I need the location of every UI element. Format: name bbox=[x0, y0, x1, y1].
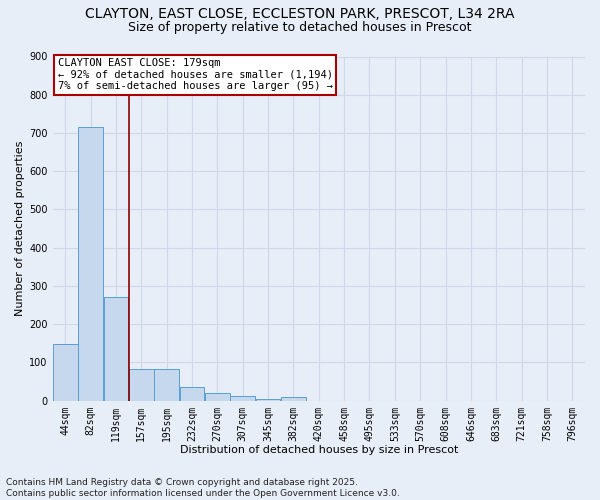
Bar bbox=[205, 393, 230, 400]
Bar bbox=[281, 398, 306, 400]
Bar bbox=[53, 344, 77, 401]
Text: Contains HM Land Registry data © Crown copyright and database right 2025.
Contai: Contains HM Land Registry data © Crown c… bbox=[6, 478, 400, 498]
Text: CLAYTON, EAST CLOSE, ECCLESTON PARK, PRESCOT, L34 2RA: CLAYTON, EAST CLOSE, ECCLESTON PARK, PRE… bbox=[85, 8, 515, 22]
Y-axis label: Number of detached properties: Number of detached properties bbox=[15, 141, 25, 316]
Bar bbox=[179, 386, 204, 400]
X-axis label: Distribution of detached houses by size in Prescot: Distribution of detached houses by size … bbox=[179, 445, 458, 455]
Bar bbox=[230, 396, 255, 400]
Bar bbox=[78, 127, 103, 400]
Bar bbox=[104, 298, 128, 401]
Bar bbox=[129, 369, 154, 400]
Bar bbox=[256, 399, 280, 400]
Bar bbox=[154, 369, 179, 400]
Text: Size of property relative to detached houses in Prescot: Size of property relative to detached ho… bbox=[128, 21, 472, 34]
Text: CLAYTON EAST CLOSE: 179sqm
← 92% of detached houses are smaller (1,194)
7% of se: CLAYTON EAST CLOSE: 179sqm ← 92% of deta… bbox=[58, 58, 333, 92]
